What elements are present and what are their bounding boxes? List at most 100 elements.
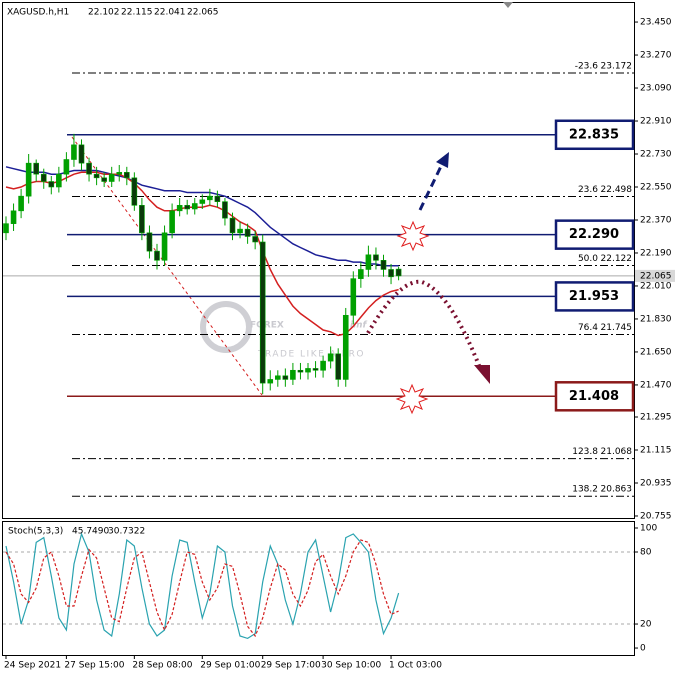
header-high: 22.115 [121,8,153,18]
candle-body [380,260,387,270]
candle-body [297,369,304,373]
level-label: 21.408 [569,389,619,404]
candle-body [139,205,145,234]
stoch-panel [2,521,635,656]
candle-body [56,173,62,188]
fib-price: 23.172 [601,61,633,71]
y-tick-label: 23.270 [640,51,672,61]
current-price-label: 22.065 [640,271,672,281]
candle-body [199,199,206,204]
level-label: 21.953 [569,289,619,304]
fib-price: 21.745 [601,323,633,333]
fib-ratio: 138.2 [572,485,598,495]
level-box [554,281,635,312]
y-tick-label: 21.115 [640,446,672,456]
shift-marker [503,2,513,8]
x-tick-label: 30 Sep 10:00 [321,661,381,671]
y-tick-label: 21.470 [640,380,672,390]
watermark-slogan: TRADE LIKE A PRO [257,350,365,360]
fib-ratio: 76.4 [578,323,598,333]
fib-ratio: -23.6 [575,61,599,71]
candle-body [350,278,357,316]
candle-body [191,203,198,210]
watermark-brand: FOREX [250,321,284,331]
x-tick-label: 29 Sep 17:00 [261,661,321,671]
bull-arrowhead [436,152,449,168]
candle-body [207,195,213,201]
x-tick-label: 1 Oct 03:00 [389,661,442,671]
y-tick-label: 21.295 [640,413,672,423]
level-label: 22.835 [569,127,619,142]
x-tick-label: 24 Sep 2021 [4,661,61,671]
stoch-title: Stoch(5,3,3) [8,527,63,537]
candle-body [244,228,251,237]
y-tick-label: 23.090 [640,84,672,94]
candle-body [33,162,40,175]
y-tick-label: 0 [640,644,646,654]
y-tick-label: 22.010 [640,281,672,291]
candle-body [327,353,334,362]
candle-body [320,360,326,371]
candle-body [176,205,183,212]
level-label: 22.290 [569,227,619,242]
fib-ratio: 23.6 [578,185,598,195]
x-tick-label: 28 Sep 08:00 [132,661,192,671]
annotations [366,152,490,415]
fib-price: 22.122 [601,254,633,264]
candle-body [161,232,168,261]
candle-body [18,195,24,212]
candle-body [395,268,402,277]
plot [3,72,634,640]
fib-price: 21.068 [601,447,633,457]
candle-body [342,314,349,380]
candle-body [116,172,123,175]
y-tick-label: 22.190 [640,248,672,258]
candle-body [259,241,266,384]
fib-ratio: 50.0 [578,254,598,264]
moving-average [5,166,399,267]
candle-body [312,368,319,371]
fib-price: 20.863 [601,485,633,495]
y-tick-label: 22.370 [640,215,672,225]
y-tick-label: 80 [640,548,652,558]
candle-body [154,250,160,261]
candle-body [229,217,236,234]
star-support [395,383,429,415]
candle-body [40,173,47,182]
candle-body [388,269,394,278]
header-low: 22.041 [154,8,186,18]
y-tick-label: 20 [640,620,652,630]
candle-body [274,375,281,380]
candle-body [146,232,153,252]
candle-body [169,210,175,234]
candle-body [71,144,77,160]
candle-body [124,172,130,179]
stoch-main-value: 45.7490 [72,527,109,537]
y-tick-label: 22.730 [640,150,672,160]
watermark-suffix: imf [350,321,367,331]
star-resistance [396,220,430,252]
candle-body [3,223,9,234]
stoch-line [5,539,399,638]
y-tick-label: 100 [640,524,657,534]
candle-body [358,269,364,279]
candle-body [222,201,228,219]
fib-price: 22.498 [601,185,633,195]
candle-body [86,162,92,175]
y-tick-label: 23.450 [640,18,672,28]
level-box [554,381,635,412]
y-tick-label: 21.830 [640,314,672,324]
watermark-logo [200,301,252,353]
candle-body [335,353,342,380]
stoch-line [5,532,400,640]
bear-arrowhead [474,365,490,384]
level-box [554,219,635,250]
y-tick-label: 20.935 [640,478,672,488]
candle-body [25,162,32,197]
y-tick-label: 21.650 [640,347,672,357]
level-box [554,119,635,151]
y-tick-label: 22.910 [640,117,672,127]
candle-body [63,159,70,175]
